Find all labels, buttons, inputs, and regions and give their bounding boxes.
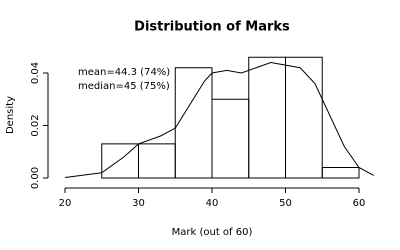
histogram-bar <box>321 167 360 179</box>
x-tick-label: 60 <box>353 198 366 209</box>
x-tick-label: 40 <box>206 198 219 209</box>
x-tick-label: 50 <box>279 198 292 209</box>
y-axis-label: Density <box>5 96 16 134</box>
x-axis-label: Mark (out of 60) <box>172 227 253 238</box>
x-tick-label: 30 <box>132 198 145 209</box>
y-tick-label: 0.02 <box>30 114 41 136</box>
x-tick-label: 20 <box>59 198 72 209</box>
annotation: median=45 (75%) <box>78 81 170 92</box>
chart-title: Distribution of Marks <box>134 20 290 35</box>
histogram-bar <box>285 56 323 179</box>
y-tick-label: 0.00 <box>30 167 41 189</box>
annotation: mean=44.3 (74%) <box>78 67 170 78</box>
y-tick-label: 0.04 <box>30 62 41 84</box>
density-curve <box>64 61 374 178</box>
